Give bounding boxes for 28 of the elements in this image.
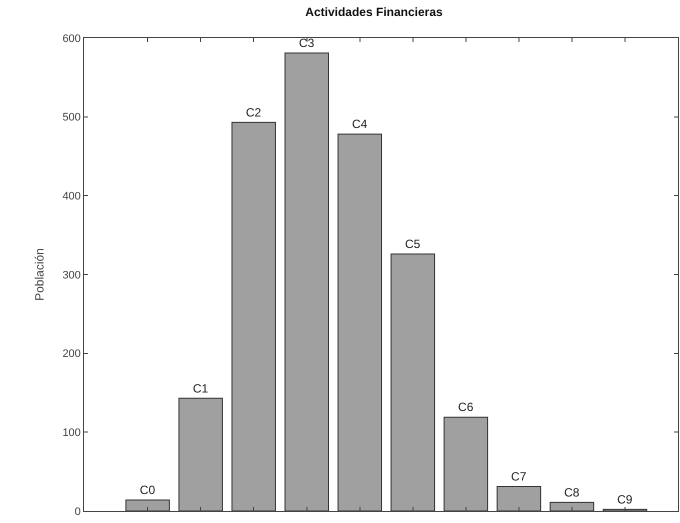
y-tick-label: 500 (62, 112, 81, 124)
x-tick-label: C2 (246, 105, 262, 120)
bar (390, 254, 436, 511)
bar (444, 416, 488, 511)
chart-title: Actividades Financieras (305, 5, 444, 20)
x-tick-label: C0 (140, 482, 156, 497)
y-tick-label: 100 (62, 427, 81, 440)
y-tick-label: 0 (74, 506, 81, 518)
bar (231, 122, 276, 511)
y-tick-label: 400 (62, 190, 81, 203)
bar (284, 52, 329, 511)
x-tick-label: C8 (564, 485, 580, 500)
x-tick-label: C5 (404, 237, 421, 251)
x-tick-label: C3 (298, 36, 315, 50)
x-tick-label: C9 (617, 492, 633, 506)
y-axis-title: Población (32, 248, 47, 301)
bar (550, 502, 594, 511)
y-tick-label: 200 (62, 348, 81, 360)
bar (496, 486, 542, 511)
x-tick-label: C4 (352, 117, 368, 132)
x-tick-label: C7 (511, 470, 527, 484)
bar (125, 499, 170, 511)
x-tick-label: C1 (192, 381, 209, 396)
x-tick-label: C6 (458, 400, 474, 414)
y-tick-label: 600 (62, 32, 81, 45)
bar (338, 134, 382, 511)
bar (178, 398, 223, 511)
y-tick-label: 300 (62, 269, 81, 282)
